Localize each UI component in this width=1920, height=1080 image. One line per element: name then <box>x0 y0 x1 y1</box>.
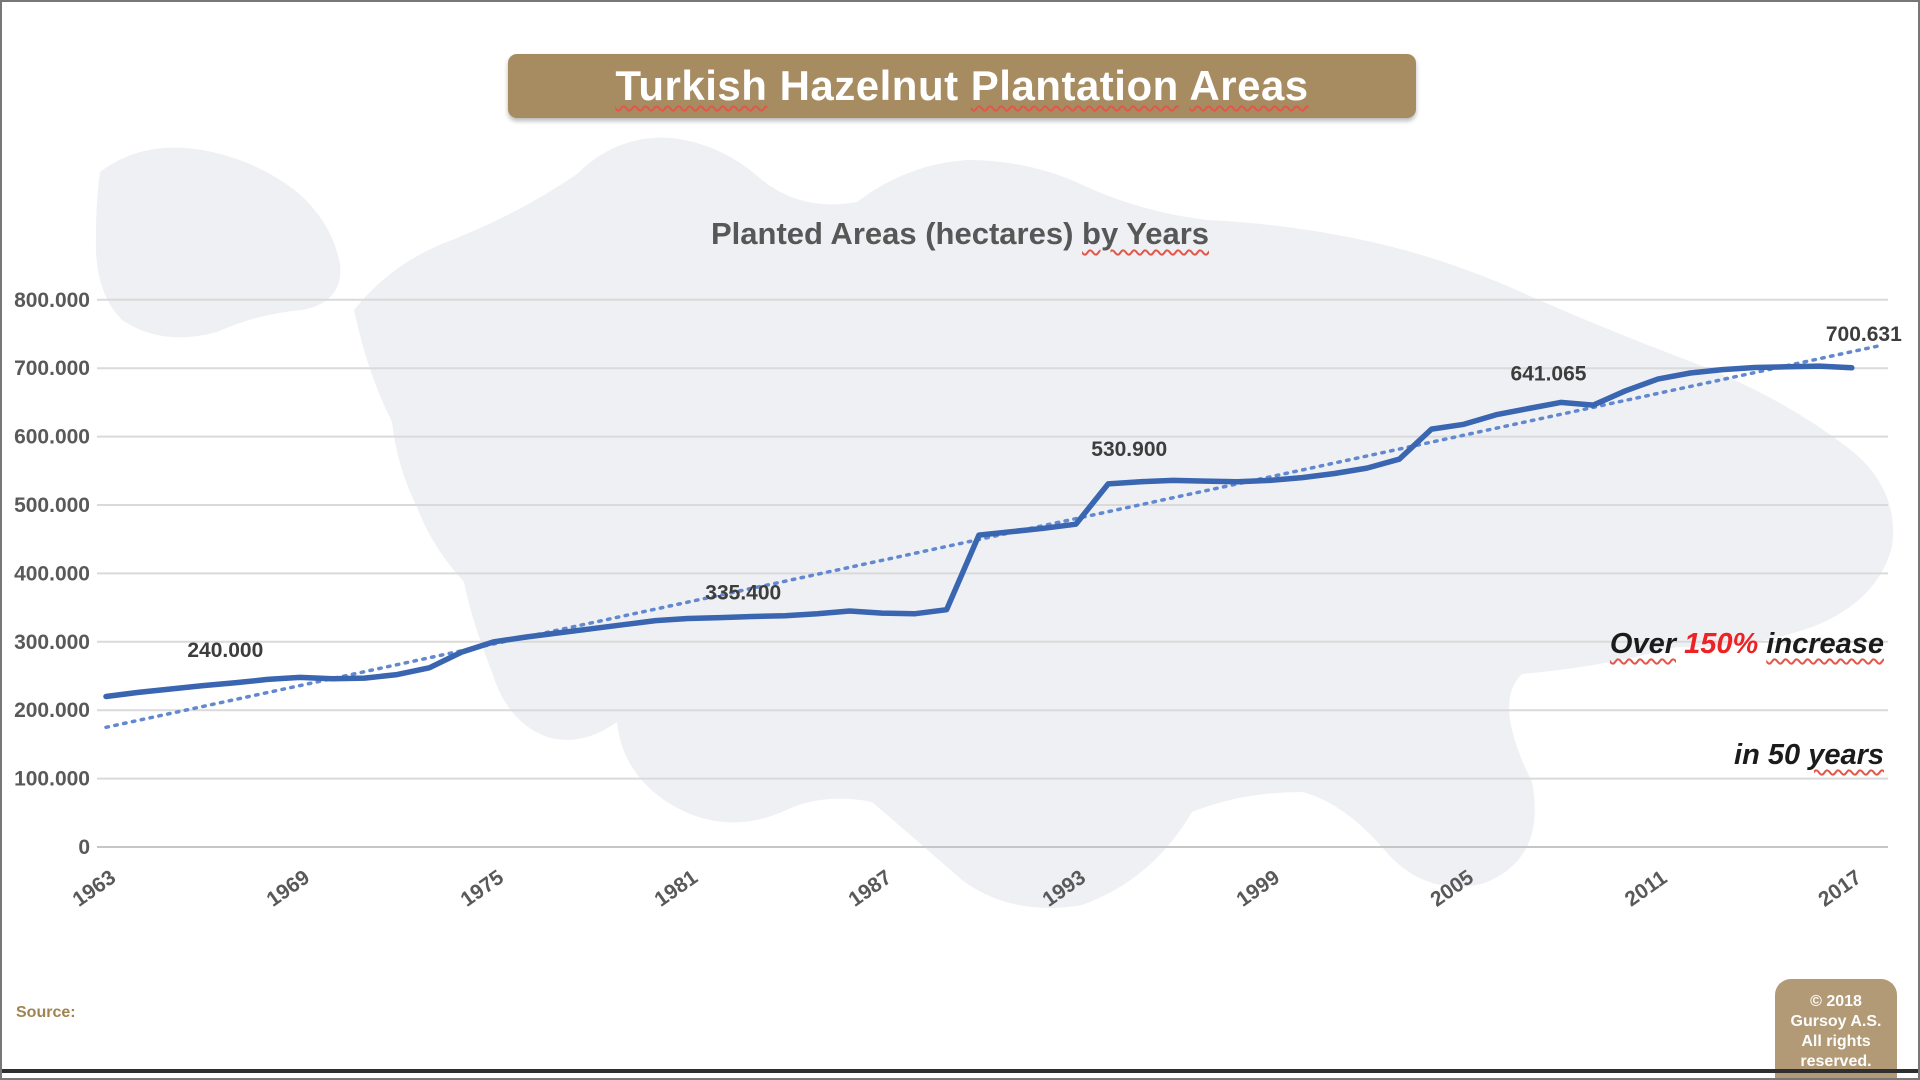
x-axis-tick-label: 2017 <box>1814 866 1865 912</box>
x-axis-tick-label: 1975 <box>457 866 509 912</box>
planted-area-series-line <box>103 363 1855 700</box>
subtitle-text: by Years <box>1082 216 1209 251</box>
y-axis-tick-label: 500.000 <box>14 494 90 517</box>
chart-subtitle: Planted Areas (hectares) by Years <box>711 216 1209 252</box>
copyright-badge: © 2018 Gursoy A.S. All rights reserved. <box>1775 979 1897 1078</box>
x-axis-tick-label: 1999 <box>1232 866 1283 912</box>
x-axis-tick-label: 1987 <box>844 866 895 912</box>
data-point-label: 240.000 <box>187 639 263 662</box>
title-word: Turkish <box>615 62 768 109</box>
x-axis-tick-label: 1963 <box>69 866 120 912</box>
title-word: Hazelnut <box>779 62 959 109</box>
subtitle-text: Planted Areas (hectares) <box>711 216 1074 251</box>
x-axis-tick-label: 1969 <box>263 866 314 912</box>
y-axis-tick-label: 400.000 <box>14 562 90 585</box>
page-title: Turkish Hazelnut Plantation Areas <box>615 62 1308 110</box>
source-heading: Source: <box>16 1004 76 1021</box>
annotation-line-2: in 50 years <box>1464 737 1884 774</box>
y-axis-tick-label: 300.000 <box>14 631 90 654</box>
annotation-word: in 50 <box>1734 739 1801 771</box>
y-axis-tick-label: 0 <box>78 836 90 859</box>
data-point-label: 700.631 <box>1826 323 1902 346</box>
y-axis-tick-label: 700.000 <box>14 357 90 380</box>
y-axis-tick-label: 100.000 <box>14 768 90 791</box>
annotation-word: increase <box>1766 628 1884 660</box>
data-point-label: 335.400 <box>705 582 781 605</box>
bottom-rule <box>2 1069 1918 1073</box>
title-banner: Turkish Hazelnut Plantation Areas <box>508 54 1416 118</box>
data-point-label: 530.900 <box>1091 438 1167 461</box>
increase-annotation: Over 150% increase in 50 years <box>1464 552 1884 848</box>
y-axis-tick-label: 800.000 <box>14 289 90 312</box>
title-word: Plantation <box>970 62 1179 109</box>
source-block: Source: Turkish Ministry of Food, Agricu… <box>16 948 237 1078</box>
copyright-line: reserved. <box>1800 1053 1872 1070</box>
x-axis-tick-label: 1981 <box>650 866 702 912</box>
turkey-map-silhouette <box>354 137 1894 908</box>
trend-line <box>104 344 1880 730</box>
annotation-line-1: Over 150% increase <box>1464 626 1884 663</box>
copyright-line: Gursoy A.S. <box>1790 1013 1882 1030</box>
x-axis-tick-label: 2011 <box>1621 866 1672 911</box>
turkey-map-silhouette <box>95 147 341 338</box>
annotation-word: years <box>1808 739 1884 771</box>
annotation-percwhile: 150% <box>1684 628 1759 660</box>
y-axis-tick-label: 200.000 <box>14 699 90 722</box>
data-point-label: 641.065 <box>1511 363 1587 386</box>
annotation-word: Over <box>1609 628 1676 660</box>
y-axis-tick-label: 600.000 <box>14 426 90 449</box>
title-word: Areas <box>1189 62 1309 109</box>
copyright-line: All rights <box>1801 1033 1871 1050</box>
copyright-line: © 2018 <box>1810 993 1862 1010</box>
